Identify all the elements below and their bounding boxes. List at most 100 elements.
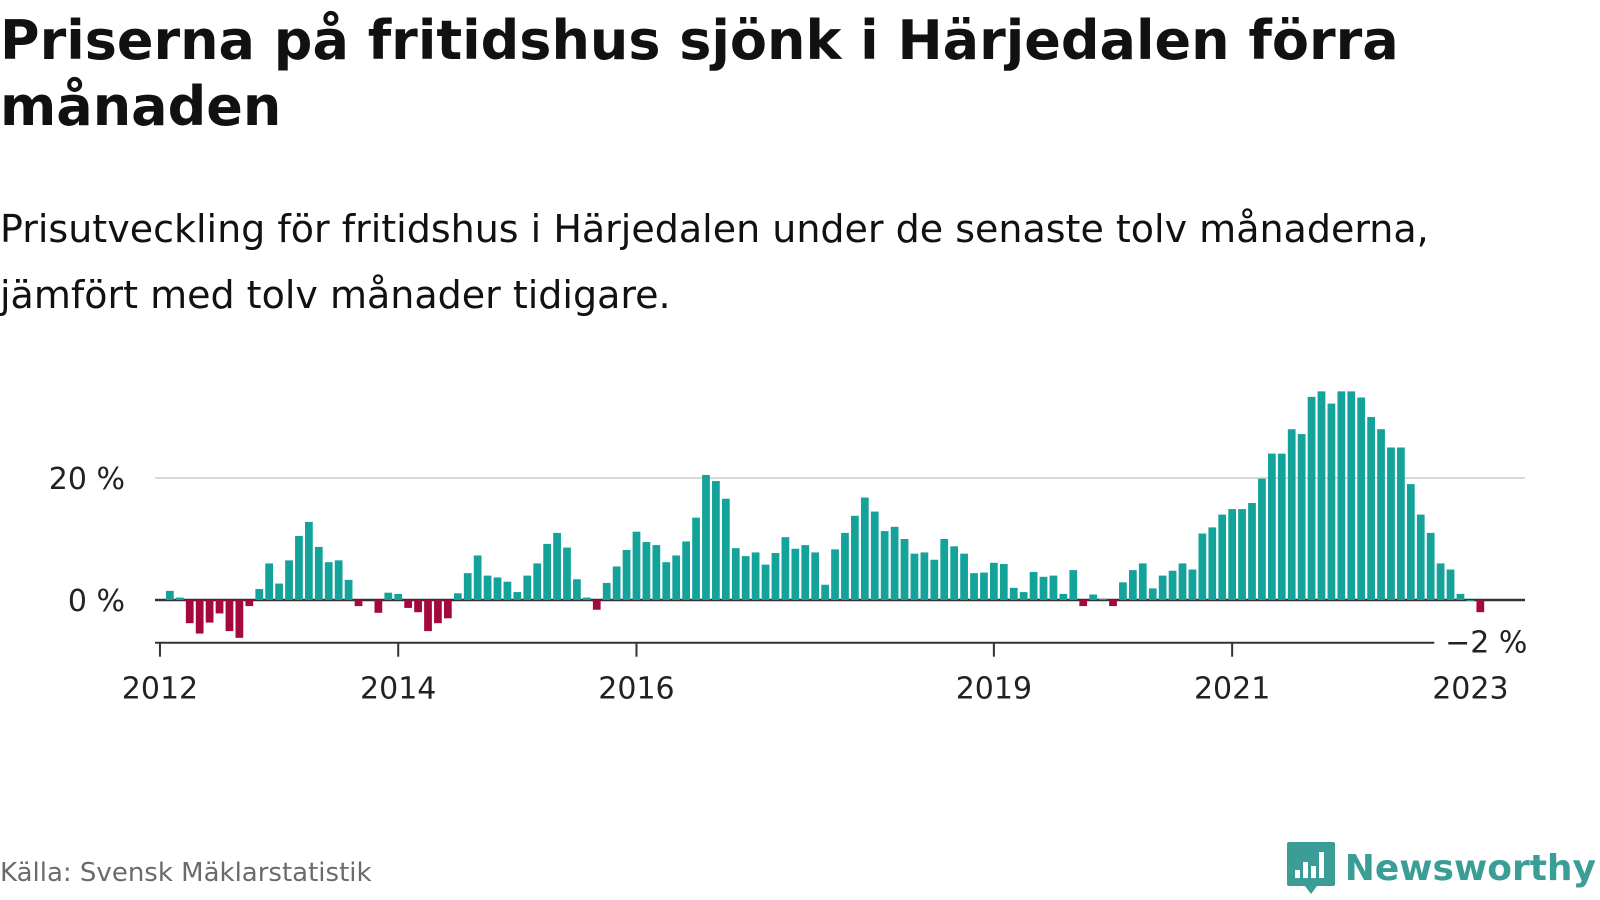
bar — [712, 481, 720, 600]
bar — [1287, 429, 1296, 600]
bar — [166, 590, 174, 600]
annotation-background — [1434, 624, 1539, 659]
bar — [285, 560, 293, 600]
x-tick-label: 2014 — [360, 672, 436, 707]
bar — [414, 600, 422, 613]
bar — [1238, 509, 1246, 600]
bar — [692, 517, 700, 600]
bar — [185, 600, 194, 624]
bar — [1406, 484, 1415, 600]
bar — [533, 563, 542, 600]
bar — [1218, 514, 1227, 600]
bar — [781, 537, 790, 600]
brand-name: Newsworthy — [1344, 847, 1596, 889]
y-tick-label: 20 % — [49, 462, 125, 497]
bar — [771, 553, 780, 600]
bar — [970, 573, 978, 600]
bar — [1188, 569, 1197, 600]
bar — [1337, 391, 1346, 600]
bar — [523, 575, 532, 600]
bar — [1228, 509, 1237, 600]
bar — [354, 600, 363, 607]
bar — [543, 543, 552, 600]
bar — [1178, 563, 1187, 600]
bar — [1099, 598, 1107, 600]
bar — [295, 535, 303, 600]
bar — [453, 593, 462, 600]
bar — [1109, 600, 1117, 607]
bar — [235, 600, 244, 638]
x-tick-label: 2012 — [122, 672, 198, 707]
bar — [1347, 391, 1356, 600]
y-tick-label: 0 % — [68, 584, 125, 619]
bar — [1367, 417, 1375, 600]
bar — [731, 548, 740, 600]
latest-value-label: −2 % — [1445, 626, 1527, 661]
bar — [1307, 396, 1316, 600]
bar — [1327, 403, 1336, 600]
bar — [1258, 478, 1266, 600]
brand-logo[interactable]: Newsworthy — [1285, 840, 1596, 896]
bar — [602, 582, 611, 600]
bar — [473, 555, 482, 600]
x-tick-label: 2019 — [956, 672, 1032, 707]
bar — [950, 546, 959, 600]
bar — [265, 563, 274, 600]
bar — [1436, 563, 1445, 600]
bar — [1248, 503, 1256, 600]
bar — [1397, 447, 1405, 600]
bar — [483, 575, 492, 600]
bar — [831, 549, 839, 600]
source-note: Källa: Svensk Mäklarstatistik — [0, 858, 372, 888]
bar — [275, 583, 283, 600]
bar — [404, 600, 413, 608]
bar — [582, 597, 591, 600]
bar — [305, 521, 313, 600]
bar — [344, 579, 353, 600]
bar — [761, 564, 770, 600]
bar — [314, 546, 323, 600]
bar — [513, 592, 522, 600]
bar — [175, 597, 184, 600]
bar-chart: 0 % 20 % 2012 2014 2016 2019 2021 2023 −2 % — [49, 391, 1539, 707]
bar — [424, 600, 432, 632]
bar — [1039, 576, 1048, 600]
bar — [1029, 571, 1038, 600]
bar — [1128, 570, 1137, 600]
bar — [811, 552, 820, 600]
x-tick-label: 2023 — [1432, 672, 1508, 707]
bar — [880, 531, 889, 600]
bar — [999, 564, 1008, 600]
chart-subtitle: Prisutveckling för fritidshus i Härjedal… — [0, 207, 1429, 317]
bar — [682, 541, 690, 600]
bar — [592, 600, 601, 610]
bar — [990, 562, 998, 600]
bar — [1079, 600, 1088, 607]
bar — [652, 545, 661, 600]
axes: 0 % 20 % 2012 2014 2016 2019 2021 2023 −2 % — [49, 462, 1539, 707]
bar — [1208, 527, 1217, 600]
bar — [612, 566, 621, 600]
bar — [821, 584, 829, 600]
bar — [870, 511, 879, 600]
bar — [1317, 391, 1326, 600]
bar — [1168, 570, 1177, 600]
bar — [940, 539, 949, 600]
bar — [384, 592, 393, 600]
bar — [324, 562, 333, 600]
bar — [1089, 594, 1098, 600]
bar — [900, 539, 909, 600]
bar — [245, 600, 254, 607]
gridlines — [155, 477, 1525, 602]
bar — [1357, 397, 1366, 600]
bar — [493, 577, 502, 600]
bar — [801, 545, 810, 600]
bar — [463, 573, 472, 600]
bar — [1059, 593, 1068, 600]
bar — [1446, 569, 1455, 600]
bar — [751, 552, 760, 600]
chart-title: Priserna på fritidshus sjönk i Härjedale… — [0, 9, 1399, 138]
bar — [930, 559, 939, 600]
bar — [1019, 592, 1028, 600]
bar — [1387, 447, 1395, 600]
